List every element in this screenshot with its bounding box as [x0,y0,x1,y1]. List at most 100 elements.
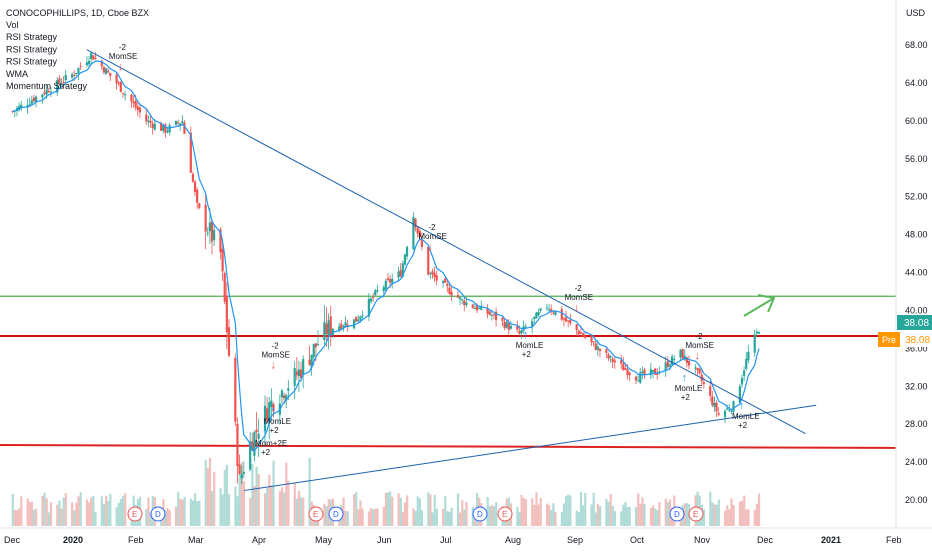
earnings-marker[interactable]: E [127,506,143,522]
time-axis[interactable]: Dec 2020 Feb Mar Apr May Jun Jul Aug Sep Oct Nov Dec… [4,535,902,545]
volume-bar [268,474,271,526]
signal-label: MomLE [732,412,760,421]
dividend-marker[interactable]: D [328,506,344,522]
candle-body [204,204,207,232]
candle-body [715,402,718,412]
volume-bar [107,501,110,526]
volume-bar [658,502,661,526]
marker-circle [497,506,513,522]
candle-body [151,123,154,128]
price-axis[interactable]: 20.00 24.00 28.00 32.00 36.00 40.00 44.00 48.00… [905,40,928,505]
signal-label: MomSE [261,351,289,360]
volume-bar [181,499,184,526]
candle-body [505,322,508,328]
candle-body [539,308,542,311]
candle-body [206,232,209,234]
volume-bar [211,491,214,526]
candle-body [738,386,741,403]
volume-bar [664,498,667,526]
candle-body [85,62,89,66]
candle-body [130,94,133,102]
volume-bar [567,494,570,526]
volume-bar [569,495,572,526]
candle-body [458,297,462,300]
volume-bar [198,500,201,526]
volume-bar [592,492,595,526]
candle-body [516,325,519,330]
volume-bar [745,509,748,526]
candle-body [465,302,468,306]
volume-bar [227,494,231,526]
volume-bar [463,509,466,526]
candle-body [41,94,44,98]
candle-body [584,335,587,338]
volume-bar [20,496,23,526]
candle-body [310,354,313,368]
volume-bar [730,498,733,526]
x-tick-label: 2020 [63,535,83,545]
candle-body [441,280,445,284]
volume-bar [596,503,600,526]
signal-label: MomLE [675,384,703,393]
volume-bar [283,492,286,526]
volume-bar [359,500,362,526]
legend-indicator: RSI Strategy [6,44,58,54]
candle-body [117,82,120,84]
volume-bar [285,462,288,526]
support-horizontal-line [0,444,897,449]
candle-body [234,357,237,422]
candle-body [732,401,735,412]
candle-body [598,348,602,352]
volume-bar [656,510,659,526]
volume-bar [221,494,224,526]
candle-body [196,189,199,203]
signal-label: MomLE [516,341,544,350]
dividend-marker[interactable]: D [669,506,685,522]
volume-bar [242,481,245,526]
candle-body [427,247,430,275]
candle-body [79,66,82,68]
volume-bar [545,503,549,526]
volume-bar [522,498,525,526]
earnings-marker[interactable]: E [308,506,324,522]
candle-body [327,320,330,336]
earnings-marker[interactable]: E [688,506,704,522]
volume-bar [741,500,744,526]
volume-bar [414,510,417,526]
candle-body [94,57,97,59]
symbol-title: CONOCOPHILLIPS, 1D, Cboe BZX [6,8,149,18]
volume-bar [353,494,356,526]
candle-body [609,356,612,358]
volume-bar [346,511,349,526]
volume-bar [548,505,551,526]
volume-bar [251,464,254,526]
candle-body [728,409,731,411]
y-tick-label: 44.00 [905,268,928,278]
signal-value: -2 [271,342,279,351]
y-tick-label: 32.00 [905,381,928,391]
candle-body [471,304,474,308]
candle-body [596,346,599,350]
candle-body [509,325,513,329]
dividend-marker[interactable]: D [150,506,166,522]
trendlines-layer [86,49,817,492]
volume-bar [11,494,14,526]
candle-body [397,271,400,278]
earnings-marker[interactable]: E [497,506,513,522]
volume-bar [622,504,625,526]
volume-bar [119,499,123,526]
candle-body [168,125,171,133]
candle-body [189,132,192,173]
volume-bar [403,502,407,526]
volume-bar [732,505,735,526]
candle-body [490,315,493,317]
candle-body [537,311,540,316]
candle-body [109,72,112,76]
dividend-marker[interactable]: D [472,506,488,522]
candle-body [149,120,152,123]
candle-body [473,307,476,309]
volume-bar [376,508,379,526]
volume-bar [58,500,61,526]
